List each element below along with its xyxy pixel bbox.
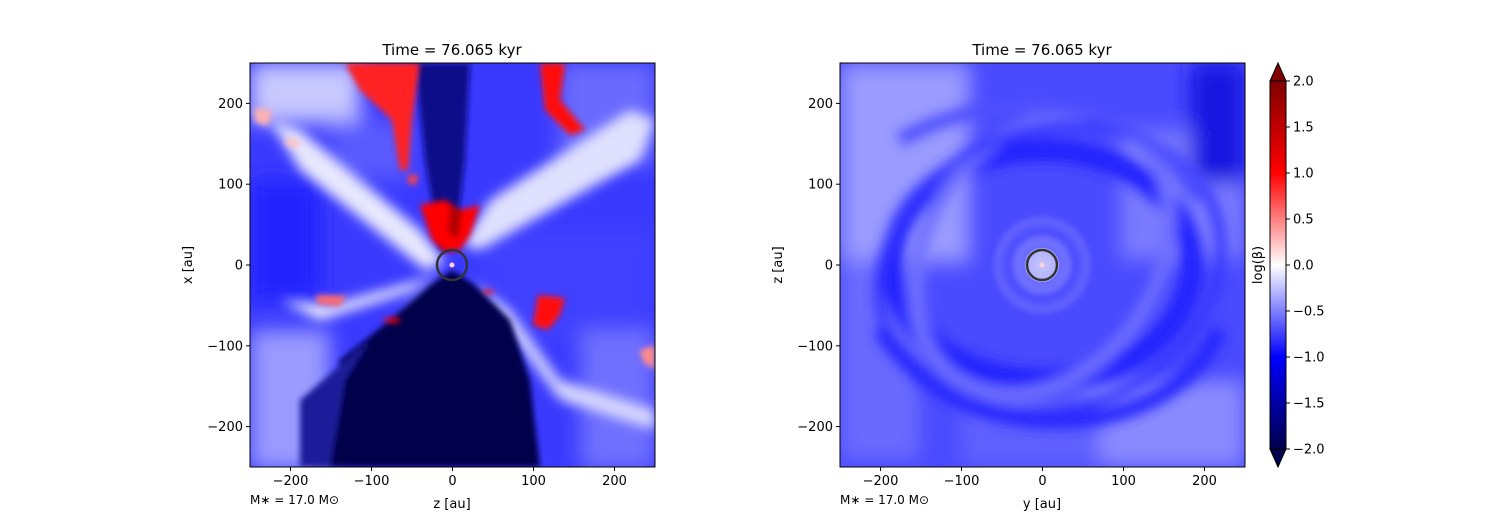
right-y-tick-label: 100 bbox=[808, 178, 833, 193]
right-panel-title: Time = 76.065 kyr bbox=[971, 41, 1112, 59]
right-x-axis-label: y [au] bbox=[1023, 497, 1061, 512]
right-x-tick-label: −200 bbox=[863, 474, 899, 489]
left-x-tick-label: 0 bbox=[448, 474, 456, 489]
left-y-tick-label: −100 bbox=[207, 339, 243, 354]
colorbar-tick-label: −0.5 bbox=[1293, 305, 1325, 320]
left-y-tick-label: 0 bbox=[235, 259, 243, 274]
panel-left: −200 −100 0 100 200 −200 −100 0 100 200 Time = 76… bbox=[181, 41, 656, 512]
right-x-tick-label: 100 bbox=[1111, 474, 1136, 489]
colorbar: −2.0 −1.5 −1.0 −0.5 0.0 0.5 1.0 1.5 2.0 log(β) bbox=[1251, 61, 1325, 469]
right-y-tick-label: 200 bbox=[808, 97, 833, 112]
colorbar-tick-label: −1.0 bbox=[1293, 351, 1325, 366]
left-x-tick-label: 200 bbox=[602, 474, 627, 489]
colorbar-gradient bbox=[1269, 80, 1287, 450]
right-x-tick-label: 200 bbox=[1192, 474, 1217, 489]
colorbar-label: log(β) bbox=[1251, 246, 1266, 284]
right-y-tick-label: −200 bbox=[797, 420, 833, 435]
left-x-tick-label: 100 bbox=[521, 474, 546, 489]
colorbar-ticks: −2.0 −1.5 −1.0 −0.5 0.0 0.5 1.0 1.5 2.0 bbox=[1286, 75, 1325, 458]
right-x-tick-label: 0 bbox=[1038, 474, 1046, 489]
right-sink-circle bbox=[1025, 248, 1059, 282]
left-y-axis-label: x [au] bbox=[181, 246, 196, 284]
right-y-axis-label: z [au] bbox=[771, 246, 786, 283]
colorbar-tick-label: 2.0 bbox=[1293, 75, 1314, 90]
right-y-tick-label: 0 bbox=[825, 259, 833, 274]
left-x-tick-label: −200 bbox=[273, 474, 309, 489]
left-x-tick-label: −100 bbox=[354, 474, 390, 489]
colorbar-extend-bottom bbox=[1269, 448, 1287, 469]
left-x-axis-label: z [au] bbox=[433, 497, 470, 512]
colorbar-tick-label: 1.0 bbox=[1293, 167, 1314, 182]
left-y-tick-label: 100 bbox=[218, 178, 243, 193]
colorbar-tick-label: 1.5 bbox=[1293, 121, 1314, 136]
colorbar-tick-label: 0.0 bbox=[1293, 259, 1314, 274]
right-x-tick-label: −100 bbox=[944, 474, 980, 489]
left-sink-circle bbox=[435, 248, 469, 282]
colorbar-tick-label: −1.5 bbox=[1293, 397, 1325, 412]
colorbar-extend-top bbox=[1269, 61, 1287, 82]
colorbar-tick-label: 0.5 bbox=[1293, 213, 1314, 228]
right-y-tick-label: −100 bbox=[797, 339, 833, 354]
panel-right: −200 −100 0 100 200 −200 −100 0 100 200 Time = 76… bbox=[771, 41, 1246, 512]
left-mass-annotation: M∗ = 17.0 M⊙ bbox=[250, 493, 339, 507]
colorbar-tick-label: −2.0 bbox=[1293, 443, 1325, 458]
left-y-tick-label: 200 bbox=[218, 97, 243, 112]
left-heatmap bbox=[250, 63, 655, 467]
left-panel-title: Time = 76.065 kyr bbox=[381, 41, 522, 59]
left-y-tick-label: −200 bbox=[207, 420, 243, 435]
left-star-dot bbox=[449, 262, 455, 268]
right-ticks: −200 −100 0 100 200 −200 −100 0 100 200 bbox=[797, 97, 1217, 489]
right-mass-annotation: M∗ = 17.0 M⊙ bbox=[840, 493, 929, 507]
right-star-dot bbox=[1039, 262, 1045, 268]
right-heatmap bbox=[840, 63, 1245, 467]
left-ticks: −200 −100 0 100 200 −200 −100 0 100 200 bbox=[207, 97, 627, 489]
